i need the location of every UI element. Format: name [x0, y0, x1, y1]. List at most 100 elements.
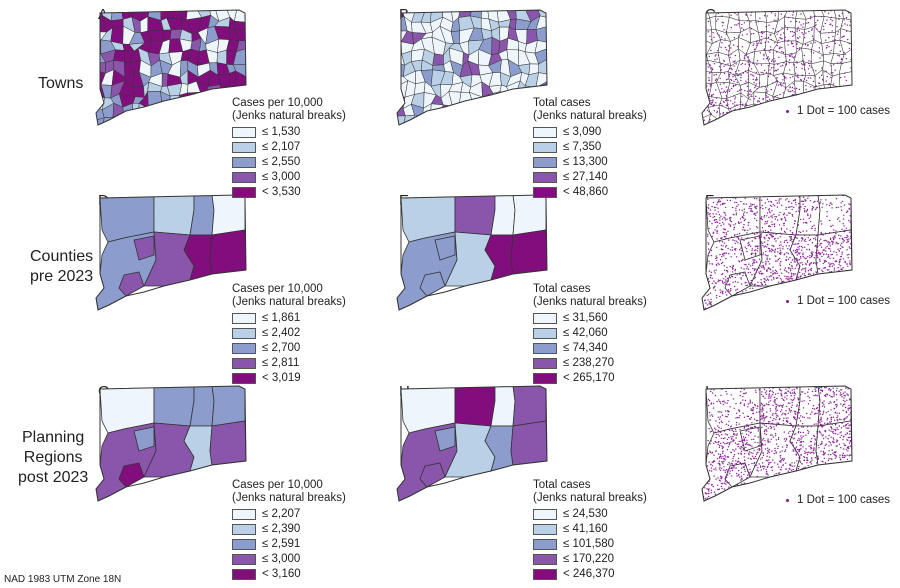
case-dot [760, 469, 762, 471]
town-polygon [451, 115, 463, 125]
case-dot [743, 482, 745, 484]
case-dot [779, 249, 782, 251]
case-dot [802, 203, 804, 205]
case-dot [723, 469, 725, 471]
case-dot [772, 391, 774, 394]
case-dot [706, 400, 708, 402]
case-dot [829, 442, 832, 444]
case-dot [740, 278, 742, 280]
case-dot [714, 394, 717, 397]
case-dot [747, 428, 749, 430]
case-dot [836, 404, 838, 406]
case-dot [822, 25, 825, 28]
case-dot [794, 234, 796, 236]
case-dot [827, 254, 830, 256]
case-dot [709, 112, 712, 114]
town-polygon [179, 107, 187, 118]
case-dot [796, 276, 798, 279]
case-dot [793, 243, 795, 245]
legend-title-line: (Jenks natural breaks) [533, 492, 647, 504]
town-polygon [216, 49, 227, 65]
case-dot [805, 85, 807, 87]
legend-item: ≤ 2,390 [232, 523, 346, 536]
case-dot [769, 421, 771, 423]
case-dot [727, 456, 730, 458]
case-dot [842, 456, 844, 459]
case-dot [783, 458, 786, 460]
case-dot [756, 284, 758, 287]
case-dot [838, 412, 840, 414]
case-dot [802, 74, 804, 77]
case-dot [731, 464, 734, 467]
case-dot [733, 37, 736, 39]
case-dot [714, 55, 716, 57]
case-dot [760, 241, 763, 243]
case-dot [756, 476, 758, 478]
case-dot [849, 440, 851, 442]
case-dot [770, 438, 772, 440]
case-dot [760, 260, 762, 263]
case-dot [715, 206, 717, 209]
case-dot [810, 448, 812, 450]
region-polygon [490, 386, 516, 427]
case-dot [777, 219, 779, 221]
case-dot [794, 413, 797, 415]
town-polygon [397, 115, 406, 125]
case-dot [794, 410, 797, 413]
case-dot [760, 265, 762, 267]
case-dot [812, 38, 814, 40]
legend-title-line: (Jenks natural breaks) [232, 110, 346, 122]
case-dot [711, 414, 713, 416]
case-dot [844, 229, 846, 232]
case-dot [746, 415, 748, 417]
case-dot [709, 292, 712, 294]
case-dot [761, 393, 763, 396]
town-polygon [235, 70, 246, 88]
case-dot [797, 246, 799, 248]
case-dot [830, 444, 832, 446]
case-dot [839, 244, 842, 246]
case-dot [798, 21, 801, 23]
case-dot [841, 251, 843, 253]
case-dot [787, 390, 789, 392]
case-dot [833, 441, 835, 444]
case-dot [766, 411, 768, 413]
case-dot [751, 248, 753, 250]
case-dot [772, 423, 774, 425]
case-dot [730, 451, 732, 454]
case-dot [727, 410, 729, 412]
case-dot [847, 436, 849, 439]
case-dot [849, 231, 851, 233]
case-dot [784, 39, 786, 41]
case-dot [828, 37, 830, 39]
case-dot [718, 463, 721, 465]
case-dot [751, 249, 753, 252]
case-dot [806, 453, 809, 456]
case-dot [801, 67, 803, 70]
case-dot [734, 240, 736, 242]
case-dot [821, 441, 823, 443]
case-dot [811, 411, 813, 413]
case-dot [732, 61, 734, 63]
case-dot [807, 395, 809, 397]
case-dot [728, 73, 731, 76]
case-dot [741, 34, 744, 36]
case-dot [747, 474, 749, 476]
legend-item: < 3,530 [232, 186, 346, 199]
case-dot [769, 51, 771, 53]
case-dot [780, 37, 782, 40]
case-dot [713, 270, 715, 272]
case-dot [743, 57, 745, 59]
case-dot [719, 253, 721, 256]
case-dot [760, 253, 762, 256]
case-dot [807, 465, 809, 467]
case-dot [712, 104, 714, 107]
case-dot [793, 388, 795, 391]
case-dot [821, 15, 823, 18]
case-dot [798, 248, 800, 250]
case-dot [724, 454, 726, 457]
case-dot [777, 84, 780, 86]
legend-swatch [232, 373, 256, 384]
case-dot [808, 62, 810, 65]
case-dot [761, 30, 763, 33]
